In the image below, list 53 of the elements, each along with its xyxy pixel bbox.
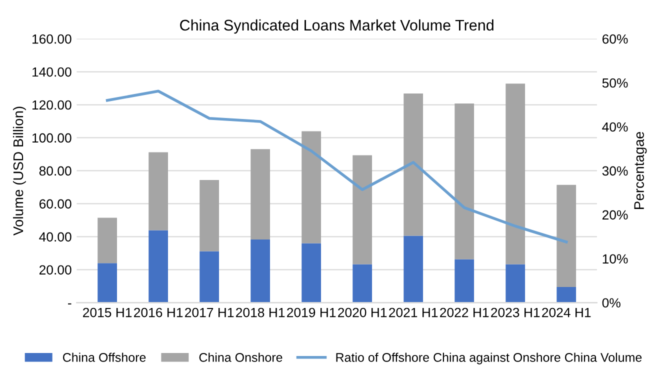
x-tick-label: 2024 H1	[542, 308, 591, 318]
bar	[302, 243, 322, 303]
x-tick-label: 2015 H1	[83, 308, 132, 318]
bar	[98, 218, 117, 264]
y2-tick-label: 0%	[602, 298, 620, 308]
y-tick-label: 100.00	[32, 133, 72, 143]
y-tick-label: 80.00	[39, 166, 72, 176]
legend-label: China Onshore	[199, 352, 282, 362]
x-tick-label: 2017 H1	[185, 308, 234, 318]
x-tick-label: 2020 H1	[338, 308, 387, 318]
bar	[302, 131, 322, 244]
bar	[352, 155, 372, 264]
bar	[148, 230, 168, 303]
y-tick-label: 120.00	[32, 100, 72, 110]
bar	[506, 264, 526, 303]
x-tick-label: 2021 H1	[389, 308, 438, 318]
bar	[200, 251, 220, 303]
x-tick-label: 2022 H1	[440, 308, 489, 318]
y2-tick-label: 60%	[602, 34, 628, 44]
bar	[404, 236, 424, 303]
y2-axis-title: Percentagae	[634, 132, 647, 209]
y-tick-label: 140.00	[32, 67, 72, 77]
y-tick-label: 160.00	[32, 34, 72, 44]
legend-label: China Offshore	[62, 352, 146, 362]
bar	[250, 239, 270, 303]
x-tick-label: 2016 H1	[134, 308, 183, 318]
bar	[404, 94, 424, 236]
bar	[250, 149, 270, 240]
bar	[98, 263, 117, 303]
legend-label: Ratio of Offshore China against Onshore China Volume	[336, 352, 642, 364]
y2-tick-label: 10%	[602, 254, 628, 264]
line-series	[106, 90, 568, 244]
y-tick-label: 20.00	[39, 265, 72, 275]
y2-tick-label: 20%	[602, 210, 628, 220]
bar	[506, 84, 526, 264]
bar	[200, 180, 220, 252]
y2-tick-label: 50%	[602, 78, 628, 88]
y-tick-label: -	[68, 303, 72, 304]
x-tick-label: 2018 H1	[236, 308, 285, 318]
bar	[454, 103, 474, 260]
y2-tick-label: 30%	[602, 166, 628, 176]
chart-title: China Syndicated Loans Market Volume Trend	[180, 19, 494, 34]
y2-tick-label: 40%	[602, 122, 628, 132]
y-tick-label: 60.00	[40, 199, 72, 209]
x-tick-label: 2023 H1	[491, 308, 540, 318]
bar	[454, 259, 474, 303]
bar	[556, 184, 576, 287]
y-axis-title: Volume (USD Billion)	[12, 106, 26, 236]
bar	[148, 152, 168, 230]
x-tick-label: 2019 H1	[287, 308, 336, 318]
bar	[352, 264, 372, 303]
bar	[556, 286, 576, 303]
y-tick-label: 40.00	[39, 232, 72, 242]
